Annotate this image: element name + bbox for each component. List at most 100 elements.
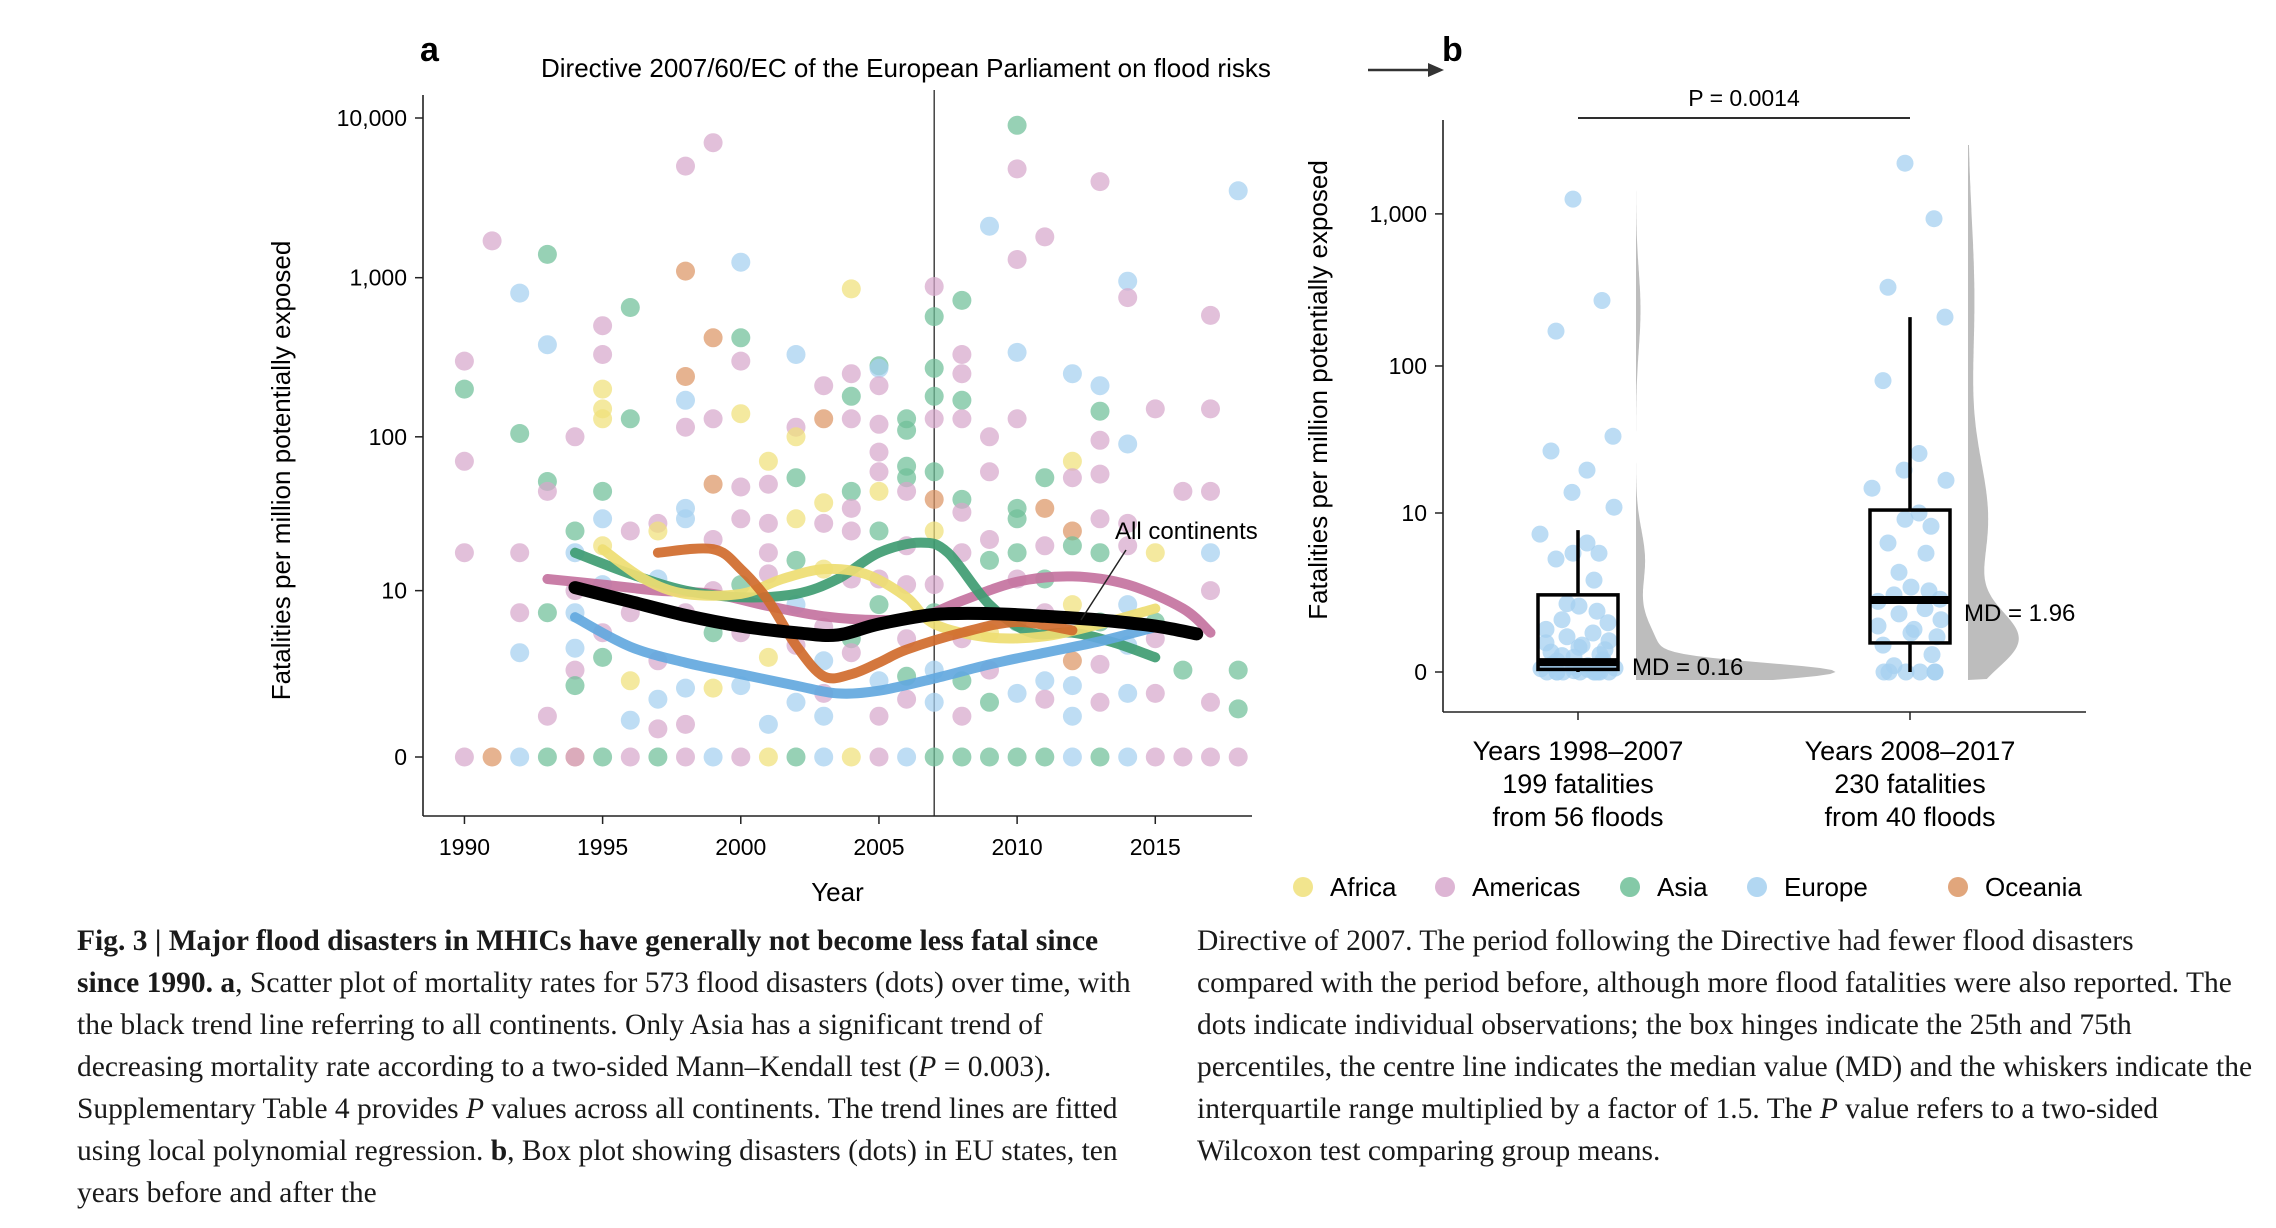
point-americas bbox=[758, 513, 778, 533]
legend-label-americas: Americas bbox=[1472, 872, 1580, 902]
point-americas bbox=[676, 747, 695, 767]
point-europe bbox=[620, 710, 640, 730]
point-europe bbox=[758, 714, 778, 734]
point-asia bbox=[952, 747, 972, 767]
y-tick-label-b: 100 bbox=[1389, 353, 1427, 379]
point-asia bbox=[841, 386, 861, 406]
point-europe bbox=[593, 509, 613, 529]
box-point bbox=[1910, 445, 1928, 462]
point-europe bbox=[731, 676, 751, 696]
point-americas bbox=[1035, 536, 1055, 556]
y-axis-label: Fatalities per million potentially expos… bbox=[266, 241, 296, 701]
point-americas bbox=[703, 133, 723, 153]
point-americas bbox=[952, 364, 972, 384]
point-oceania bbox=[1062, 521, 1082, 541]
point-americas bbox=[731, 477, 751, 497]
point-americas bbox=[1035, 689, 1055, 709]
point-americas bbox=[703, 409, 723, 429]
x-tick-label: 2010 bbox=[992, 834, 1043, 860]
point-africa bbox=[1062, 451, 1082, 471]
scatter-points bbox=[454, 115, 1248, 767]
caption-text3: , Box plot showing disasters (dots) in E… bbox=[77, 1135, 1118, 1209]
point-americas bbox=[952, 409, 972, 429]
box-point bbox=[1578, 461, 1596, 479]
point-americas bbox=[758, 474, 778, 494]
y-tick-label: 0 bbox=[394, 744, 407, 770]
group1-line1: Years 1998–2007 bbox=[1473, 736, 1684, 766]
point-europe bbox=[814, 747, 834, 767]
point-europe bbox=[924, 692, 944, 712]
point-asia bbox=[952, 290, 972, 310]
point-americas bbox=[952, 502, 972, 522]
box-point bbox=[1874, 636, 1892, 654]
x-tick-label: 2005 bbox=[853, 834, 904, 860]
panel-b-label: b bbox=[1442, 31, 1463, 69]
point-americas bbox=[593, 316, 613, 336]
box-point bbox=[1563, 483, 1581, 501]
point-europe bbox=[1118, 683, 1138, 703]
point-europe bbox=[1035, 671, 1055, 691]
point-asia bbox=[1090, 747, 1110, 767]
caption-a-label: a bbox=[220, 967, 236, 999]
box-point bbox=[1879, 534, 1897, 552]
point-europe bbox=[510, 283, 530, 303]
box-point bbox=[1932, 611, 1950, 629]
group2-line2: 230 fatalities bbox=[1834, 769, 1986, 799]
point-africa bbox=[593, 409, 613, 429]
point-americas bbox=[814, 513, 834, 533]
point-oceania bbox=[482, 747, 502, 767]
point-africa bbox=[593, 379, 613, 399]
point-asia bbox=[593, 481, 613, 501]
md2-label: MD = 1.96 bbox=[1964, 600, 2075, 627]
point-europe bbox=[676, 509, 695, 529]
point-europe bbox=[1007, 683, 1027, 703]
directive-arrow bbox=[1368, 63, 1444, 77]
point-africa bbox=[869, 481, 889, 501]
point-americas bbox=[510, 543, 530, 563]
point-americas bbox=[731, 351, 751, 371]
point-asia bbox=[1228, 660, 1248, 680]
point-europe bbox=[1090, 376, 1110, 396]
point-asia bbox=[593, 747, 613, 767]
caption-left: Fig. 3 | Major flood disasters in MHICs … bbox=[77, 920, 1157, 1214]
point-europe bbox=[1062, 676, 1082, 696]
pvalue-bracket: P = 0.0014 bbox=[1578, 85, 1910, 119]
box-point bbox=[1578, 534, 1596, 552]
point-americas bbox=[648, 719, 668, 739]
box-point bbox=[1537, 620, 1555, 638]
point-asia bbox=[924, 462, 944, 482]
point-asia bbox=[1035, 468, 1055, 488]
panel-b: b 0 10 100 1,000 Fatalities per million pote… bbox=[1303, 31, 2086, 832]
point-europe bbox=[1228, 181, 1248, 201]
box-point bbox=[1922, 517, 1940, 535]
point-africa bbox=[758, 451, 778, 471]
legend-swatch-europe bbox=[1747, 877, 1767, 897]
point-americas bbox=[676, 714, 695, 734]
box-point bbox=[1570, 597, 1588, 615]
point-americas bbox=[1090, 172, 1110, 192]
point-americas bbox=[593, 345, 613, 364]
point-asia bbox=[537, 603, 557, 623]
fig-title: Major flood disasters in MHICs have gene… bbox=[77, 925, 1099, 999]
caption-right-text2: value refers to a two-sided Wilcoxon tes… bbox=[1197, 1093, 2159, 1167]
point-africa bbox=[924, 521, 944, 541]
point-europe bbox=[1062, 364, 1082, 384]
all-continents-annotation: All continents bbox=[1080, 518, 1258, 621]
point-europe bbox=[676, 678, 695, 698]
point-europe bbox=[1201, 543, 1220, 563]
density-curves bbox=[1636, 145, 2019, 680]
point-europe bbox=[676, 390, 695, 410]
box-point bbox=[1890, 605, 1908, 623]
point-asia bbox=[1173, 660, 1193, 680]
legend-swatch-asia bbox=[1620, 877, 1640, 897]
x-tick-label: 2000 bbox=[715, 834, 766, 860]
point-americas bbox=[1201, 581, 1220, 601]
point-europe bbox=[1007, 342, 1027, 362]
point-americas bbox=[1007, 159, 1027, 179]
point-africa bbox=[648, 521, 668, 541]
point-oceania bbox=[703, 474, 723, 494]
density-curve bbox=[1968, 145, 2019, 680]
point-europe bbox=[980, 216, 999, 236]
point-asia bbox=[565, 676, 585, 696]
point-asia bbox=[1090, 543, 1110, 563]
